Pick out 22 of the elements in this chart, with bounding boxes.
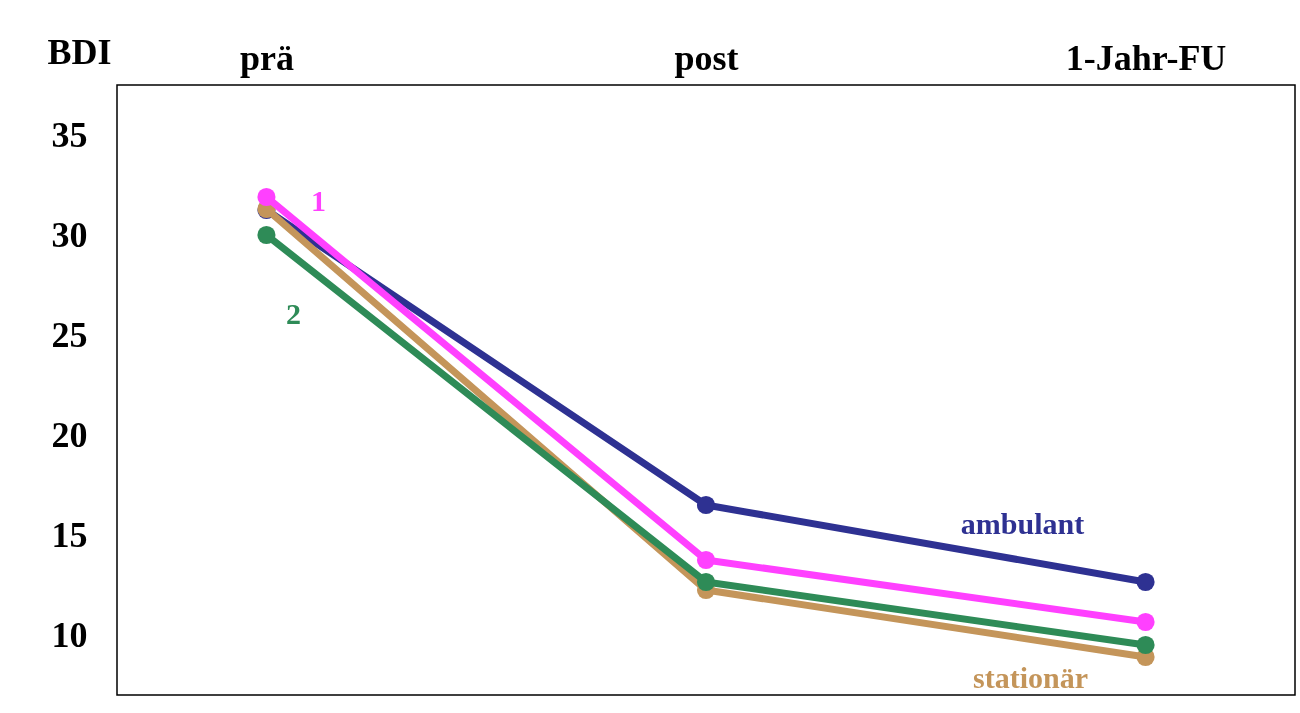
y-tick-label: 35: [51, 114, 88, 155]
point: [257, 225, 276, 245]
series-label: 1: [310, 184, 326, 217]
y-tick-label: 20: [51, 414, 88, 455]
x-tick-label: 1-Jahr-FU: [1065, 37, 1227, 78]
series-label: stationär: [973, 661, 1089, 694]
x-tick-label: post: [674, 37, 739, 78]
point: [1136, 635, 1155, 655]
point: [696, 495, 716, 515]
point: [1136, 572, 1155, 592]
y-axis-title: BDI: [47, 31, 112, 72]
point: [696, 550, 716, 570]
point: [257, 187, 276, 207]
series-label: 2: [285, 297, 301, 330]
y-tick-label: 10: [51, 614, 88, 655]
point: [696, 572, 716, 592]
point: [1136, 612, 1155, 632]
y-tick-label: 25: [51, 314, 88, 355]
y-tick-label: 15: [51, 514, 88, 555]
series-label: ambulant: [960, 507, 1085, 540]
x-tick-label: prä: [239, 37, 294, 78]
y-tick-label: 30: [51, 214, 88, 255]
